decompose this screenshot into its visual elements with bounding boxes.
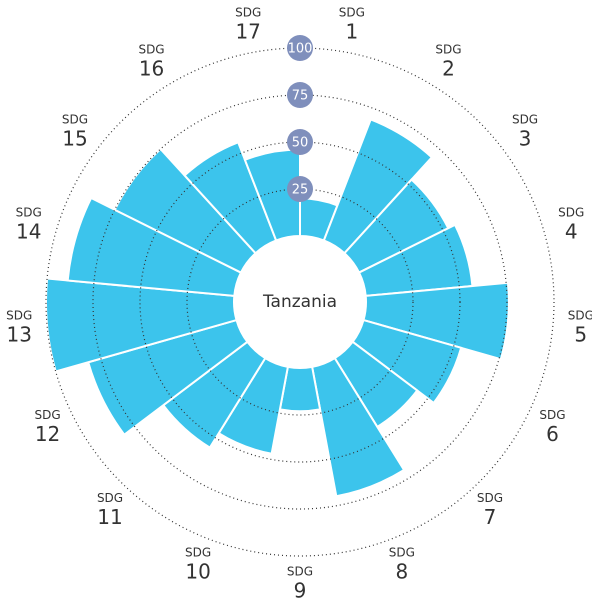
category-label: 17 [235, 19, 260, 43]
category-label: 2 [442, 57, 455, 81]
category-prefix: SDG [512, 113, 538, 127]
category-label: 14 [16, 219, 41, 243]
category-label: 7 [484, 505, 497, 529]
category-label: 4 [565, 219, 578, 243]
category-label: 13 [6, 323, 31, 347]
category-prefix: SDG [339, 5, 365, 19]
tick-badge [287, 35, 313, 61]
center-hole [234, 236, 366, 368]
category-prefix: SDG [185, 545, 211, 559]
category-prefix: SDG [539, 408, 565, 422]
category-prefix: SDG [97, 491, 123, 505]
center-label: Tanzania [262, 292, 337, 312]
category-label: 15 [62, 127, 87, 151]
category-prefix: SDG [138, 43, 164, 57]
category-prefix: SDG [6, 309, 32, 323]
tick-badge [287, 176, 313, 202]
category-prefix: SDG [287, 565, 313, 579]
category-prefix: SDG [62, 113, 88, 127]
category-label: 9 [294, 579, 307, 602]
tick-label: 50 [292, 136, 309, 151]
category-prefix: SDG [235, 5, 261, 19]
category-label: 16 [139, 57, 164, 81]
category-prefix: SDG [34, 408, 60, 422]
category-label: 1 [345, 19, 358, 43]
grid-ring [186, 188, 414, 416]
category-label: 10 [185, 559, 210, 583]
category-label: 5 [574, 323, 587, 347]
tick-label: 75 [292, 89, 309, 104]
category-prefix: SDG [558, 205, 584, 219]
category-label: 8 [396, 559, 409, 583]
category-prefix: SDG [568, 309, 592, 323]
bars [45, 118, 510, 498]
category-prefix: SDG [389, 545, 415, 559]
category-prefix: SDG [477, 491, 503, 505]
category-label: 11 [97, 505, 122, 529]
grid-ring [92, 94, 508, 510]
tick-label: 25 [292, 183, 309, 198]
category-prefix: SDG [435, 43, 461, 57]
tick-label: 100 [288, 42, 313, 57]
grid-ring [139, 141, 461, 463]
category-label: 12 [35, 422, 60, 446]
category-prefix: SDG [16, 205, 42, 219]
tick-badge [287, 129, 313, 155]
category-label: 6 [546, 422, 559, 446]
tick-badge [287, 82, 313, 108]
category-label: 3 [519, 127, 532, 151]
